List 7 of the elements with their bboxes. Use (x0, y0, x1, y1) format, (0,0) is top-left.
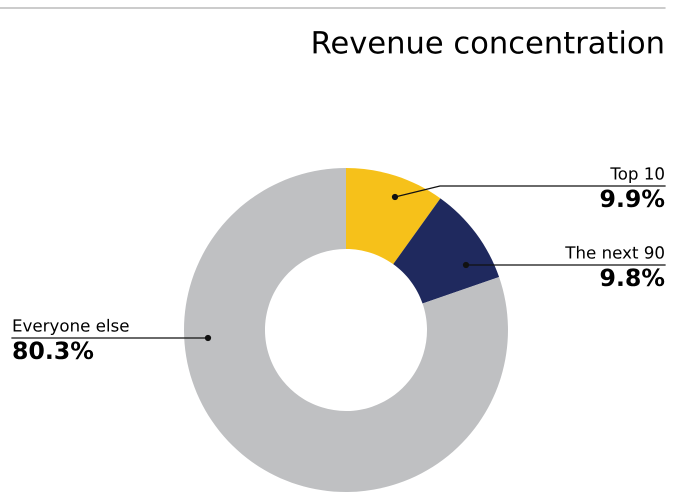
slice-label: The next 90 (565, 246, 664, 259)
data-label: 9.9% (600, 189, 664, 208)
slice-label: Top 10 (610, 167, 664, 183)
data-label: 9.8% (600, 268, 664, 286)
data-label: 80.3% (13, 341, 94, 360)
slice-label: Everyone else (14, 318, 129, 335)
chart-title: Revenue concentration (314, 30, 662, 54)
